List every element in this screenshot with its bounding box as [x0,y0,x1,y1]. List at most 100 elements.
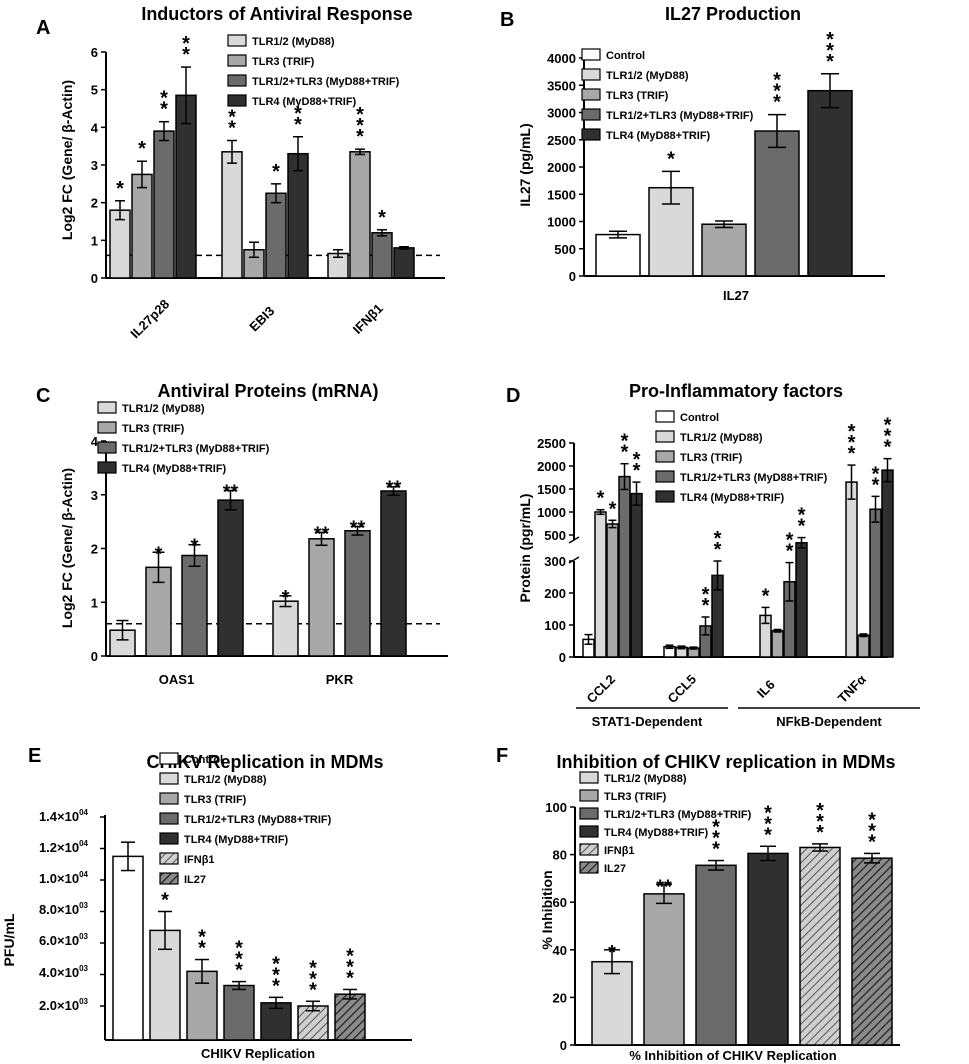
panel-b-ylabel: IL27 (pg/mL) [517,123,533,206]
panel-d-bar [630,492,643,658]
panel-c-significance: ** [314,523,330,545]
panel-e-legend-swatch [159,792,179,805]
panel-a-significance: * [356,126,364,148]
panel-a-significance: * [138,138,146,160]
panel-f-bar [851,857,893,1046]
panel-d-legend-label: TLR1/2+TLR3 (MyD88+TRIF) [680,472,828,484]
panel-a-bar [131,173,153,279]
panel-a-y-tick-label: 6 [91,45,98,60]
panel-c-significance: * [282,587,290,609]
panel-letter-e: E [28,745,41,767]
panel-c-significance: ** [350,517,366,539]
panel-a-bar [265,192,287,279]
panel-e-ylabel: PFU/mL [1,913,17,966]
panel-c-bar [344,530,371,657]
panel-d-y-upper-tick-label: 500 [544,528,566,543]
panel-c-category-label: OAS1 [159,672,194,687]
panel-f-legend-swatch [579,807,599,820]
panel-e-significance: * [346,967,354,989]
panel-f-title: Inhibition of CHIKV replication in MDMs [557,752,896,772]
panel-d-title: Pro-Inflammatory factors [629,381,843,401]
panel-e-title: CHIKV Replication in MDMs [146,752,383,772]
panel-f-significance: * [816,822,824,844]
panel-d-significance: * [609,498,617,520]
panel-e-ytick: 2.0×1003 [39,997,89,1013]
panel-b-legend-swatch [581,128,601,141]
panel-a-y-tick-label: 4 [91,120,99,135]
panel-a-y-tick-label: 5 [91,83,98,98]
panel-a-significance: * [272,161,280,183]
panel-letter-d: D [506,385,520,407]
panel-c-legend-swatch [97,461,117,474]
panel-e-ytick: 4.0×1003 [39,964,89,980]
panel-a-legend-swatch [227,74,247,87]
panel-f-legend-label: TLR1/2+TLR3 (MyD88+TRIF) [604,809,752,821]
panel-f-significance: * [712,817,720,839]
panel-c-ylabel: Log2 FC (Gene/ β-Actin) [59,468,75,628]
panel-f-significance: * [868,820,876,842]
panel-a-category-label: EBI3 [246,303,277,334]
panel-f-bar [695,864,737,1046]
panel-d-y-upper-tick-label: 2500 [537,436,566,451]
panel-e-legend-label: TLR4 (MyD88+TRIF) [184,834,289,846]
panel-c-y-tick-label: 3 [91,488,98,503]
panel-f-legend-swatch [579,861,599,874]
panel-a-significance: * [182,33,190,55]
panel-e-legend-label: Control [184,754,223,766]
panel-d-bar [594,511,607,658]
panel-c-legend-label: TLR1/2+TLR3 (MyD88+TRIF) [122,443,270,455]
panel-b-y-tick-label: 2500 [547,133,576,148]
panel-c-bar [217,499,244,657]
panel-e-legend-label: TLR1/2 (MyD88) [184,774,267,786]
panel-d-legend-label: TLR4 (MyD88+TRIF) [680,492,785,504]
panel-f-legend-swatch [579,771,599,784]
panel-b-significance: * [773,81,781,103]
panel-d-axis-break [568,536,580,544]
panel-d-bar [606,523,619,658]
panel-f-bar [799,846,841,1046]
panel-d-significance: * [714,539,722,561]
panel-c-legend-label: TLR4 (MyD88+TRIF) [122,463,227,475]
panel-letter-a: A [36,17,50,39]
panel-c-legend-swatch [97,421,117,434]
panel-a-significance: * [182,44,190,66]
panel-d-bar [857,634,870,658]
panel-e-significance: * [198,927,206,949]
panel-e-significance: * [346,956,354,978]
panel-c-significance: * [155,543,163,565]
panel-b-y-tick-label: 1000 [547,215,576,230]
panel-b-legend-label: TLR3 (TRIF) [606,90,669,102]
panel-e-bar [334,993,366,1041]
panel-f-legend-swatch [579,825,599,838]
panel-d-y-lower-tick-label: 100 [544,618,566,633]
panel-e-significance: * [346,945,354,967]
panel-f-legend-swatch [579,789,599,802]
panel-e-xlabel: CHIKV Replication [201,1046,315,1061]
panel-d-significance: * [848,443,856,465]
panel-e-significance: * [309,957,317,979]
panel-a-bar [153,130,175,279]
panel-d-category-label: CCL5 [665,672,700,707]
panel-f-y-tick-label: 20 [553,990,567,1005]
panel-d-significance: * [798,516,806,538]
panel-e-ytick: 8.0×1003 [39,901,89,917]
panel-c-bar [308,538,335,657]
panel-b-y-tick-label: 3500 [547,78,576,93]
panel-d-significance: * [848,432,856,454]
panel-d-legend-swatch [655,430,675,443]
panel-e-legend-swatch [159,852,179,865]
panel-a-bar [393,247,415,279]
panel-a-bar [287,152,309,279]
panel-a-y-tick-label: 3 [91,158,98,173]
panel-a-title: Inductors of Antiviral Response [141,4,412,24]
panel-b-legend-swatch [581,108,601,121]
panel-f-legend-label: TLR4 (MyD88+TRIF) [604,827,709,839]
panel-e-legend-label: IL27 [184,874,206,886]
panel-d-legend-swatch [655,470,675,483]
panel-c-legend-swatch [97,441,117,454]
panel-d-significance: * [702,584,710,606]
panel-a-significance: * [160,88,168,110]
panel-b-legend-swatch [581,88,601,101]
panel-b-legend-swatch [581,48,601,61]
